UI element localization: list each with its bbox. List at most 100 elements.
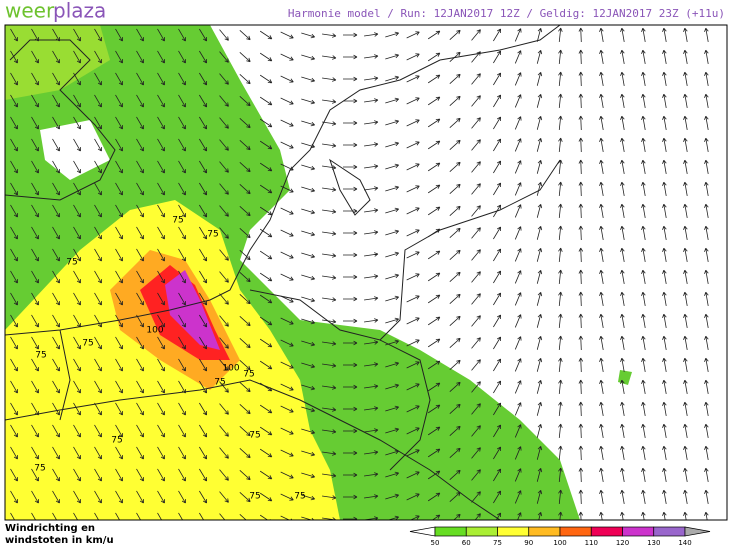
- wind-arrow: [427, 470, 441, 480]
- wind-arrow: [558, 379, 563, 395]
- wind-arrow: [280, 31, 294, 39]
- wind-arrow: [301, 32, 315, 39]
- wind-arrow: [343, 494, 358, 500]
- wind-arrow: [683, 489, 688, 504]
- wind-arrow: [52, 50, 60, 64]
- wind-arrow: [199, 28, 208, 42]
- wind-arrow: [178, 424, 186, 438]
- wind-arrow: [427, 404, 441, 414]
- wind-arrow: [343, 54, 358, 60]
- wind-arrow: [599, 247, 604, 262]
- wind-arrow: [427, 448, 441, 458]
- wind-arrow: [280, 119, 294, 127]
- wind-arrow: [10, 160, 18, 174]
- wind-arrow: [514, 248, 522, 262]
- wind-arrow: [259, 382, 273, 392]
- wind-arrow: [364, 186, 379, 191]
- wind-arrow: [199, 314, 208, 328]
- wind-arrow: [280, 97, 294, 105]
- wind-arrow: [641, 379, 646, 394]
- wind-arrow: [493, 468, 502, 482]
- wind-arrow: [239, 426, 251, 437]
- wind-arrow: [94, 94, 102, 108]
- wind-arrow: [385, 317, 399, 324]
- wind-arrow: [73, 138, 81, 152]
- wind-arrow: [704, 203, 709, 218]
- colorbar-segment: [559, 526, 592, 537]
- wind-arrow: [199, 138, 208, 152]
- wind-arrow: [536, 27, 543, 42]
- wind-arrow: [136, 116, 144, 130]
- wind-arrow: [219, 337, 229, 349]
- wind-arrow: [259, 52, 273, 62]
- wind-arrow: [31, 468, 39, 482]
- wind-arrow: [620, 247, 625, 262]
- wind-arrow: [259, 294, 273, 304]
- wind-arrow: [219, 381, 229, 393]
- wind-arrow: [364, 340, 379, 345]
- wind-arrow: [52, 138, 60, 152]
- wind-arrow: [94, 50, 102, 64]
- wind-arrow: [94, 358, 102, 372]
- contour-label: 75: [294, 492, 305, 502]
- wind-arrow: [641, 181, 646, 196]
- logo-plaza[interactable]: plaza: [53, 0, 106, 23]
- wind-arrow: [704, 49, 709, 64]
- wind-arrow: [280, 251, 294, 259]
- wind-arrow: [704, 159, 709, 174]
- wind-arrow: [52, 424, 60, 438]
- wind-arrow: [219, 183, 229, 195]
- wind-arrow: [514, 490, 522, 504]
- wind-arrow: [620, 489, 625, 504]
- wind-arrow: [514, 28, 522, 42]
- wind-arrow: [578, 115, 584, 131]
- wind-arrow: [322, 231, 337, 236]
- wind-arrow: [599, 181, 604, 196]
- wind-arrow: [157, 424, 165, 438]
- wind-arrow: [471, 425, 481, 437]
- wind-arrow: [641, 137, 646, 152]
- wind-arrow: [239, 74, 251, 85]
- wind-arrow: [514, 116, 522, 130]
- wind-arrow: [219, 469, 229, 481]
- wind-arrow: [683, 49, 688, 64]
- wind-arrow: [52, 248, 60, 262]
- wind-arrow: [115, 336, 123, 350]
- wind-arrow: [364, 274, 379, 279]
- wind-arrow: [406, 251, 420, 259]
- wind-arrow: [178, 314, 186, 328]
- logo-weer[interactable]: weer: [5, 0, 55, 23]
- wind-arrow: [280, 471, 294, 479]
- wind-arrow: [536, 115, 543, 130]
- wind-arrow: [259, 338, 273, 348]
- wind-arrow: [537, 511, 543, 520]
- wind-arrow: [259, 184, 273, 194]
- wind-arrow: [322, 209, 337, 214]
- wind-arrow: [683, 137, 688, 152]
- wind-arrow: [578, 225, 584, 241]
- wind-arrow: [343, 98, 358, 104]
- wind-arrow: [704, 115, 709, 130]
- wind-arrow: [10, 28, 18, 42]
- wind-arrow: [641, 291, 646, 306]
- wind-arrow: [199, 424, 208, 438]
- wind-arrow: [322, 187, 337, 192]
- wind-arrow: [157, 182, 165, 196]
- wind-arrow: [322, 363, 337, 368]
- wind-arrow: [385, 273, 399, 280]
- wind-arrow: [73, 336, 81, 350]
- wind-arrow: [10, 490, 18, 504]
- wind-arrow: [239, 118, 251, 129]
- wind-arrow: [219, 29, 229, 41]
- wind-arrow: [136, 138, 144, 152]
- wind-arrow: [178, 512, 184, 520]
- wind-arrow: [536, 489, 543, 504]
- wind-arrow: [94, 248, 102, 262]
- wind-arrow: [10, 424, 18, 438]
- wind-arrow: [385, 141, 399, 148]
- wind-arrow: [493, 292, 502, 306]
- wind-arrow: [52, 402, 60, 416]
- wind-arrow: [406, 449, 420, 457]
- wind-arrow: [620, 511, 625, 520]
- wind-arrow: [641, 357, 646, 372]
